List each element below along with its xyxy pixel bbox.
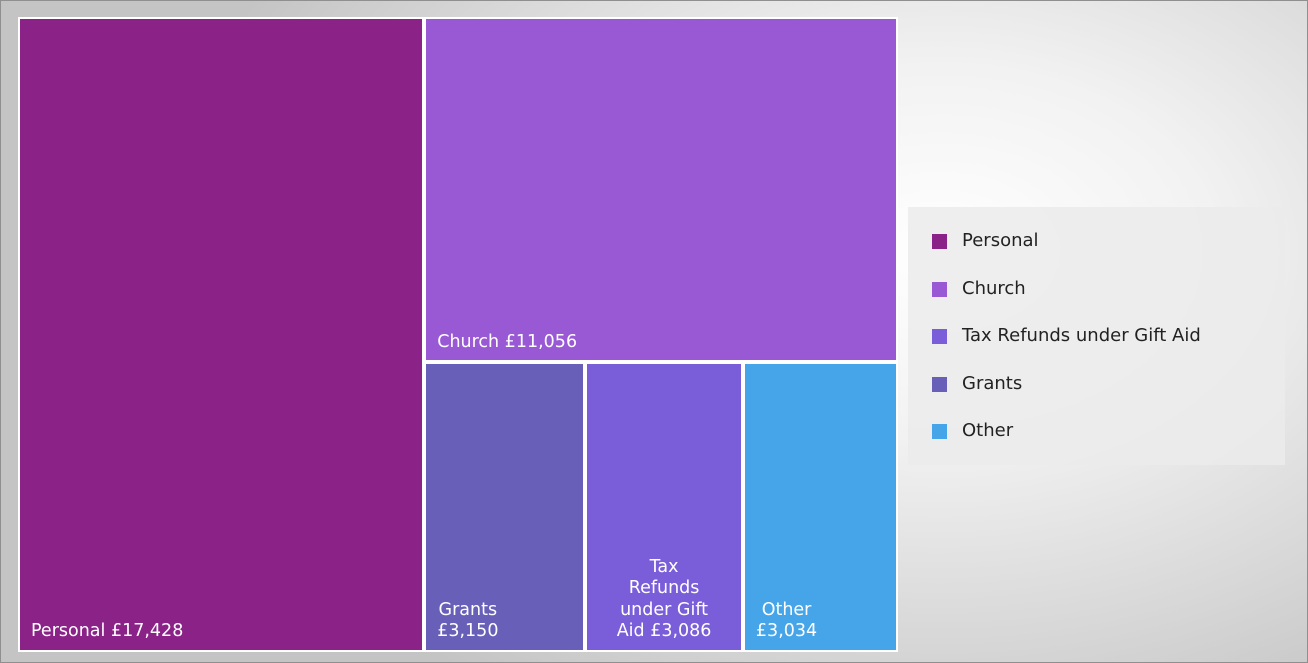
treemap-tile-label-church: Church £11,056	[437, 331, 578, 352]
treemap-tile-personal: Personal £17,428	[18, 17, 425, 652]
legend-swatch-church	[932, 281, 947, 297]
treemap-plot-area: Personal £17,428 Church £11,056 Grants £3,…	[18, 17, 898, 652]
treemap-tile-tax-refunds-under-gift-aid: Tax Refunds under Gift Aid £3,086	[585, 362, 743, 652]
legend-label-other: Other	[962, 420, 1014, 441]
treemap-tile-grants: Grants £3,150	[424, 362, 586, 652]
legend-label-church: Church	[962, 277, 1026, 299]
treemap-tile-label-tax-refunds-under-gift-aid: Tax Refunds under Gift Aid £3,086	[616, 556, 712, 642]
legend-label-grants: Grants	[962, 372, 1023, 394]
legend-swatch-tax-refunds-under-gift-aid	[932, 329, 947, 344]
treemap-tile-other: Other £3,034	[742, 362, 898, 652]
legend-swatch-other	[932, 424, 947, 439]
chart-legend: Personal Church Tax Refunds under Gift Aid…	[908, 207, 1285, 465]
legend-swatch-grants	[932, 376, 947, 392]
treemap-tile-church: Church £11,056	[424, 17, 898, 363]
legend-label-personal: Personal	[962, 230, 1039, 251]
legend-label-tax-refunds-under-gift-aid: Tax Refunds under Gift Aid	[962, 325, 1201, 346]
legend-swatch-personal	[932, 234, 947, 249]
treemap-tile-label-other: Other £3,034	[755, 599, 818, 642]
treemap-tile-label-personal: Personal £17,428	[31, 621, 184, 642]
treemap-tile-label-grants: Grants £3,150	[437, 599, 499, 642]
